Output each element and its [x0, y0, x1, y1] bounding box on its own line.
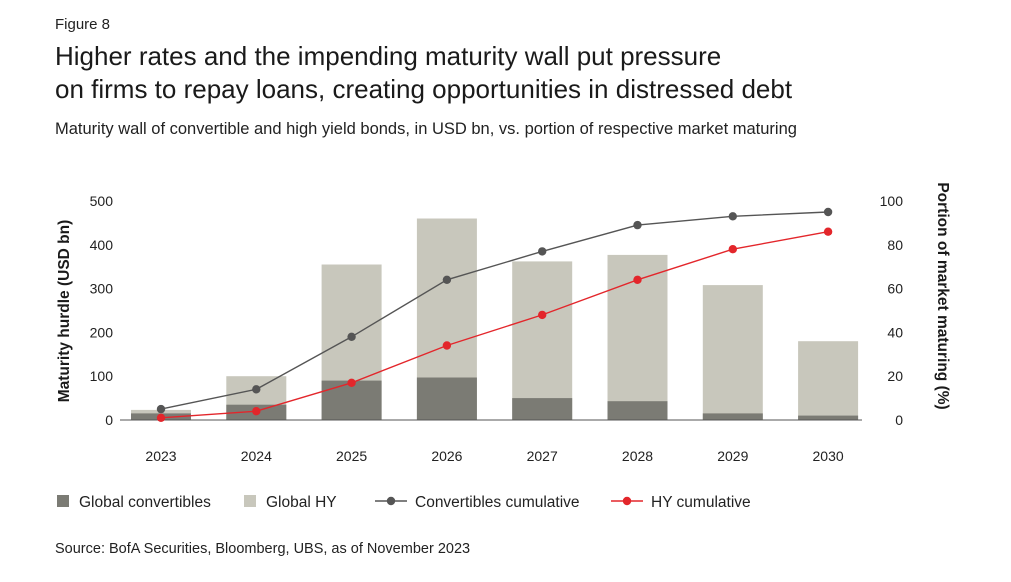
point-convertibles-cumulative-2028: [633, 220, 642, 230]
y-axis-right-title: Portion of market maturing (%): [934, 182, 951, 409]
legend-swatch-global-hy: [244, 495, 256, 507]
legend-label-global-convertibles: Global convertibles: [79, 494, 211, 511]
line-convertibles-cumulative: [160, 211, 829, 410]
chart-title: Higher rates and the impending maturity …: [55, 40, 955, 106]
point-convertibles-cumulative-2026: [442, 275, 452, 284]
point-hy-cumulative-2027: [538, 310, 547, 320]
bar-global-convertibles-2025: [321, 380, 382, 420]
bar-global-convertibles-2030: [798, 415, 859, 420]
point-convertibles-cumulative-2025: [347, 332, 356, 341]
y-right-ticks: 0 20 40 60 80 100: [880, 193, 904, 428]
bar-global-convertibles-2026: [416, 377, 477, 420]
y-left-tick-300: 300: [90, 281, 114, 297]
legend-label-global-hy: Global HY: [266, 494, 337, 511]
point-hy-cumulative-2023: [156, 413, 166, 422]
point-convertibles-cumulative-2029: [728, 212, 737, 221]
point-hy-cumulative-2025: [347, 378, 356, 387]
x-tick-2028: 2028: [622, 448, 653, 464]
y-left-ticks: 0 100 200 300 400 500: [90, 193, 114, 428]
x-tick-2024: 2024: [241, 448, 272, 464]
bar-global-hy-2029: [702, 285, 763, 420]
point-hy-cumulative-2030: [823, 227, 833, 236]
y-right-tick-80: 80: [887, 237, 903, 253]
y-left-tick-500: 500: [90, 193, 114, 209]
line-layer: [156, 207, 833, 422]
point-convertibles-cumulative-2023: [156, 404, 166, 414]
legend-item-convertibles-cumulative: Convertibles cumulative: [375, 494, 580, 511]
point-hy-cumulative-2024: [252, 407, 261, 416]
y-left-tick-200: 200: [90, 324, 114, 340]
y-right-tick-20: 20: [887, 368, 903, 384]
legend-label-hy-cumulative: HY cumulative: [651, 494, 751, 511]
point-hy-cumulative-2028: [633, 275, 642, 284]
legend-marker-hy-cumulative: [622, 496, 632, 506]
x-tick-2023: 2023: [145, 448, 176, 464]
x-tick-2027: 2027: [527, 448, 558, 464]
chart-title-line-1: Higher rates and the impending maturity …: [55, 41, 722, 71]
x-tick-2025: 2025: [336, 448, 367, 464]
chart-subtitle: Maturity wall of convertible and high yi…: [55, 120, 797, 138]
point-convertibles-cumulative-2024: [252, 385, 261, 394]
legend-item-global-convertibles: Global convertibles: [57, 494, 211, 511]
bar-global-convertibles-2028: [607, 401, 668, 420]
chart-title-line-2: on firms to repay loans, creating opport…: [55, 74, 793, 104]
legend-item-global-hy: Global HY: [244, 494, 337, 511]
x-tick-2026: 2026: [431, 448, 462, 464]
y-left-tick-400: 400: [90, 237, 114, 253]
x-tick-2030: 2030: [813, 448, 844, 464]
bar-global-convertibles-2027: [512, 398, 573, 420]
legend-swatch-global-convertibles: [57, 495, 69, 507]
x-ticks: 2023 2024 2025 2026 2027 2028 2029 2030: [145, 448, 843, 464]
y-right-tick-60: 60: [887, 281, 903, 297]
point-convertibles-cumulative-2027: [538, 247, 547, 256]
bar-global-convertibles-2029: [702, 413, 763, 420]
bar-global-hy-2030: [798, 341, 859, 420]
line-hy-cumulative: [160, 231, 829, 419]
legend: Global convertibles Global HY Convertibles…: [57, 494, 751, 511]
figure-label: Figure 8: [55, 16, 111, 33]
y-left-tick-100: 100: [90, 368, 114, 384]
y-axis-left-title: Maturity hurdle (USD bn): [56, 220, 73, 403]
point-convertibles-cumulative-2030: [823, 207, 833, 217]
bar-global-hy-2027: [512, 261, 573, 420]
y-right-tick-0: 0: [895, 412, 903, 428]
y-left-tick-0: 0: [105, 412, 113, 428]
x-tick-2029: 2029: [717, 448, 748, 464]
y-right-tick-40: 40: [887, 324, 903, 340]
legend-label-convertibles-cumulative: Convertibles cumulative: [415, 494, 580, 511]
point-hy-cumulative-2029: [728, 245, 737, 254]
legend-marker-convertibles-cumulative: [386, 496, 396, 506]
source-note: Source: BofA Securities, Bloomberg, UBS,…: [55, 541, 471, 557]
point-hy-cumulative-2026: [442, 341, 452, 350]
bar-layer: [131, 218, 859, 420]
y-right-tick-100: 100: [880, 193, 904, 209]
legend-item-hy-cumulative: HY cumulative: [611, 494, 751, 511]
